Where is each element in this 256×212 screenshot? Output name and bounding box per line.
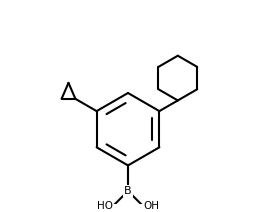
Text: B: B: [124, 186, 132, 196]
Text: HO: HO: [97, 201, 113, 211]
Text: OH: OH: [143, 201, 159, 211]
